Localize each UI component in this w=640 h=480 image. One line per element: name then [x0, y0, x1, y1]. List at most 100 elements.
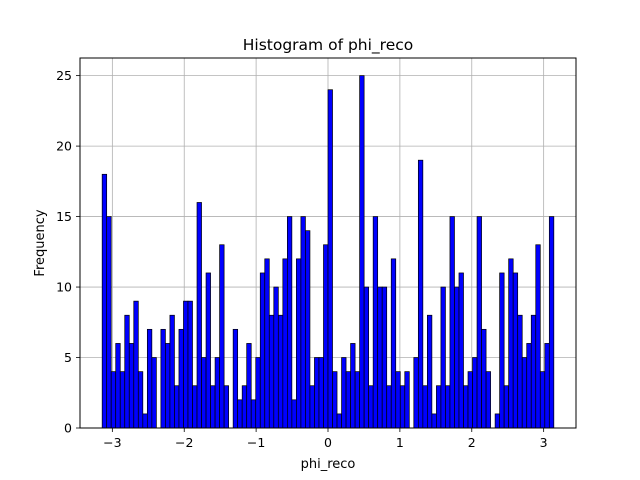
histogram-bar [485, 371, 491, 429]
histogram-bar [454, 286, 460, 429]
histogram-bar [133, 300, 139, 429]
histogram-bar [160, 328, 166, 429]
histogram-bar [503, 385, 510, 429]
histogram-bar [174, 385, 180, 429]
histogram-bar [223, 385, 229, 429]
histogram-bar [535, 244, 541, 429]
histogram-bar [458, 272, 464, 429]
y-tick-label: 15 [56, 209, 72, 224]
histogram-bar [196, 202, 202, 429]
histogram-bar [232, 328, 239, 429]
histogram-bar [440, 286, 446, 429]
histogram-bar [445, 385, 451, 429]
histogram-bar [137, 371, 144, 429]
histogram-bar [363, 286, 369, 429]
y-tick-label: 25 [56, 68, 72, 83]
x-tick-label: 0 [324, 435, 332, 450]
histogram-bar [427, 314, 433, 429]
histogram-bar [142, 413, 148, 429]
y-tick-label: 10 [56, 280, 72, 295]
histogram-bar [539, 371, 546, 429]
histogram-bar [354, 371, 360, 429]
histogram-bar [237, 399, 243, 429]
histogram-bar [395, 371, 401, 429]
x-tick-label: −3 [103, 435, 121, 450]
histogram-bar [512, 272, 519, 429]
histogram-bar [517, 314, 523, 429]
histogram-bar [165, 343, 171, 429]
x-tick-label: −2 [175, 435, 193, 450]
histogram-bar [323, 244, 329, 429]
histogram-bar [336, 413, 342, 429]
histogram-bar [359, 75, 365, 429]
bars [101, 75, 555, 429]
y-tick-label: 20 [56, 139, 72, 154]
histogram-bar [291, 399, 297, 429]
x-tick-label: 3 [540, 435, 548, 450]
histogram-bar [368, 385, 374, 429]
histogram-bar [472, 357, 478, 429]
histogram-bar [169, 314, 175, 429]
histogram-bar [106, 216, 112, 429]
histogram-bar [413, 357, 419, 429]
histogram-bar [345, 371, 351, 429]
histogram-bar [499, 272, 505, 429]
histogram-bar [214, 357, 220, 429]
histogram-bar [372, 216, 379, 429]
histogram-bar [436, 385, 442, 429]
histogram-bar [390, 258, 397, 429]
histogram-bar [287, 216, 293, 429]
histogram-bar [386, 385, 392, 429]
histogram-bar [192, 385, 198, 429]
histogram-bar [327, 89, 333, 429]
histogram-bar [318, 357, 324, 429]
histogram-bar [101, 173, 108, 429]
histogram-bar [183, 300, 189, 429]
histogram-bar [530, 314, 537, 429]
histogram-bar [187, 300, 193, 429]
histogram-bar [481, 328, 487, 429]
histogram-bar [309, 385, 315, 429]
histogram-bar [404, 371, 410, 429]
x-tick-label: −1 [247, 435, 265, 450]
histogram-bar [124, 314, 130, 429]
histogram-bar [422, 385, 428, 429]
histogram-bar [314, 357, 320, 429]
histogram-bar [305, 230, 311, 429]
histogram-bar [449, 216, 455, 429]
histogram-bar [210, 385, 216, 429]
histogram-bar [399, 385, 406, 429]
histogram-bar [431, 413, 437, 429]
histogram-bar [350, 343, 356, 429]
histogram-bar [241, 385, 248, 429]
histogram-bar [463, 385, 469, 429]
histogram-bar [381, 286, 388, 429]
histogram-bar [467, 371, 473, 429]
histogram-bar [146, 328, 153, 429]
histogram-bar [300, 216, 306, 429]
x-axis-ticks: −3 −2 −1 0 1 2 3 [103, 428, 548, 450]
histogram-bar [277, 314, 284, 429]
histogram-bar [273, 286, 279, 429]
y-axis-label: Frequency [33, 209, 48, 276]
histogram-bar [377, 286, 383, 429]
histogram-bar [219, 244, 225, 429]
histogram-bar [178, 328, 184, 429]
histogram-bar [119, 371, 126, 429]
histogram-bar [521, 357, 528, 429]
histogram-bar [246, 343, 252, 429]
histogram-bar [115, 343, 121, 429]
histogram-bar [151, 357, 157, 429]
chart-title: Histogram of phi_reco [243, 36, 414, 55]
y-axis-ticks: 0 5 10 15 20 25 [56, 68, 80, 436]
histogram-bar [205, 272, 211, 429]
x-tick-label: 2 [468, 435, 476, 450]
histogram-bar [259, 272, 266, 429]
histogram-bar [332, 371, 338, 429]
histogram-bar [544, 343, 550, 429]
histogram-bar [110, 371, 117, 429]
y-tick-label: 0 [64, 421, 72, 436]
histogram-bar [341, 357, 347, 429]
histogram-bar [264, 258, 270, 429]
